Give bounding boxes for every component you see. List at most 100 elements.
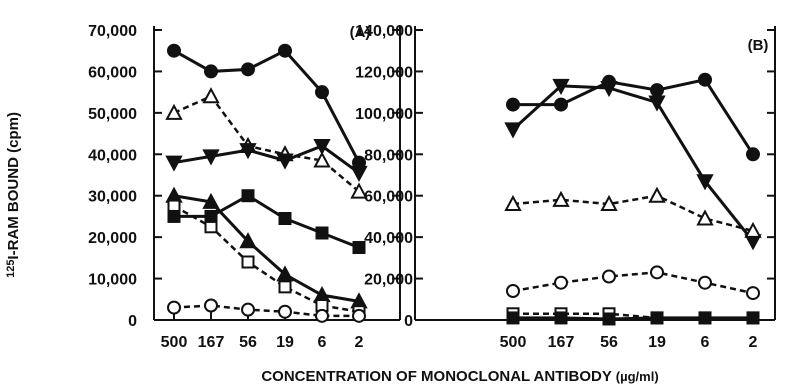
data-point — [698, 275, 712, 290]
x-tick-label: 19 — [276, 334, 294, 351]
x-tick-label: 167 — [198, 334, 225, 351]
data-point — [241, 255, 255, 269]
series-line — [173, 304, 359, 318]
data-point — [554, 311, 568, 325]
y-tick-label: 0 — [404, 313, 413, 330]
data-point — [504, 122, 522, 139]
panel-label: (B) — [748, 37, 769, 54]
data-point — [278, 280, 292, 294]
data-point — [552, 78, 570, 96]
series-filled-triangle-down — [165, 139, 368, 183]
series-filled-circle — [506, 72, 760, 162]
data-point — [648, 186, 666, 203]
data-point — [239, 143, 257, 160]
data-point — [202, 87, 220, 104]
data-point — [167, 209, 181, 223]
data-point — [276, 153, 294, 170]
data-point — [313, 151, 331, 168]
data-point — [278, 304, 292, 319]
y-tick-label: 20,000 — [88, 230, 137, 247]
x-tick-label: 2 — [355, 334, 364, 351]
data-point — [696, 209, 714, 226]
data-point — [204, 64, 218, 79]
series-filled-triangle-down — [504, 78, 762, 251]
x-tick-label: 2 — [749, 334, 758, 351]
y-tick-label: 20,000 — [364, 272, 413, 289]
data-point — [239, 232, 257, 249]
data-point — [241, 189, 255, 203]
y-tick-label: 40,000 — [88, 147, 137, 164]
x-axis-label-unit: (µg/ml) — [616, 369, 659, 384]
data-point — [241, 302, 255, 317]
data-point — [504, 194, 522, 211]
data-point — [696, 174, 714, 191]
data-point — [602, 269, 616, 284]
data-point — [552, 190, 570, 207]
data-point — [241, 62, 255, 77]
data-point — [650, 265, 664, 280]
y-tick-label: 60,000 — [88, 64, 137, 81]
series-filled-triangle-up — [165, 186, 368, 309]
data-point — [202, 149, 220, 166]
series-open-triangle-up — [165, 87, 368, 199]
series-line — [511, 84, 755, 243]
x-tick-label: 500 — [161, 334, 188, 351]
y-tick-label: 80,000 — [364, 147, 413, 164]
data-point — [278, 43, 292, 58]
y-tick-label: 120,000 — [355, 64, 413, 81]
x-tick-label: 56 — [600, 334, 618, 351]
y-axis-label-text: RAM BOUND (cpm) — [5, 112, 22, 250]
data-point — [315, 308, 329, 323]
x-tick-label: 6 — [318, 334, 327, 351]
data-point — [165, 155, 183, 172]
y-axis-label-isotope: I- — [5, 250, 22, 259]
series-open-circle — [506, 265, 760, 301]
x-tick-label: 19 — [648, 334, 666, 351]
series-line — [512, 194, 754, 233]
x-tick-label: 500 — [500, 334, 527, 351]
y-tick-label: 0 — [128, 313, 137, 330]
data-point — [167, 300, 181, 315]
series-open-square — [506, 307, 760, 325]
series-filled-square — [506, 311, 760, 326]
data-point — [554, 275, 568, 290]
x-axis-label: CONCENTRATION OF MONOCLONAL ANTIBODY (µg… — [261, 368, 658, 385]
data-point — [698, 311, 712, 325]
y-tick-label: 40,000 — [364, 230, 413, 247]
y-tick-label: 50,000 — [88, 106, 137, 123]
series-line — [513, 316, 753, 321]
data-point — [744, 221, 762, 238]
data-point — [204, 209, 218, 223]
data-point — [746, 286, 760, 301]
series-line — [512, 271, 754, 295]
y-tick-label: 100,000 — [355, 106, 413, 123]
data-point — [313, 139, 331, 156]
data-point — [352, 308, 366, 323]
series-line — [173, 194, 360, 303]
data-point — [165, 103, 183, 120]
data-point — [648, 95, 666, 112]
y-axis-label-superscript: 125 — [5, 260, 17, 278]
data-point — [350, 182, 368, 199]
data-point — [600, 81, 618, 98]
data-point — [746, 311, 760, 325]
data-point — [352, 241, 366, 254]
series-filled-circle — [167, 43, 366, 170]
panel-a: 0 10,000 20,000 30,000 40,000 50,000 60,000 70,… — [88, 23, 401, 351]
y-tick-label: 10,000 — [88, 272, 137, 289]
data-point — [506, 97, 520, 112]
data-point — [315, 85, 329, 100]
data-point — [506, 311, 520, 325]
data-point — [278, 212, 292, 225]
x-tick-label: 167 — [548, 334, 575, 351]
data-point — [167, 199, 181, 213]
data-point — [167, 43, 181, 58]
x-tick-label: 56 — [239, 334, 257, 351]
data-point — [650, 311, 664, 325]
series-line — [173, 48, 361, 164]
y-tick-label: 140,000 — [355, 23, 413, 40]
y-tick-label: 30,000 — [88, 189, 137, 206]
data-point — [602, 312, 616, 326]
y-axis-label: 125I-RAM BOUND (cpm) — [5, 112, 22, 278]
